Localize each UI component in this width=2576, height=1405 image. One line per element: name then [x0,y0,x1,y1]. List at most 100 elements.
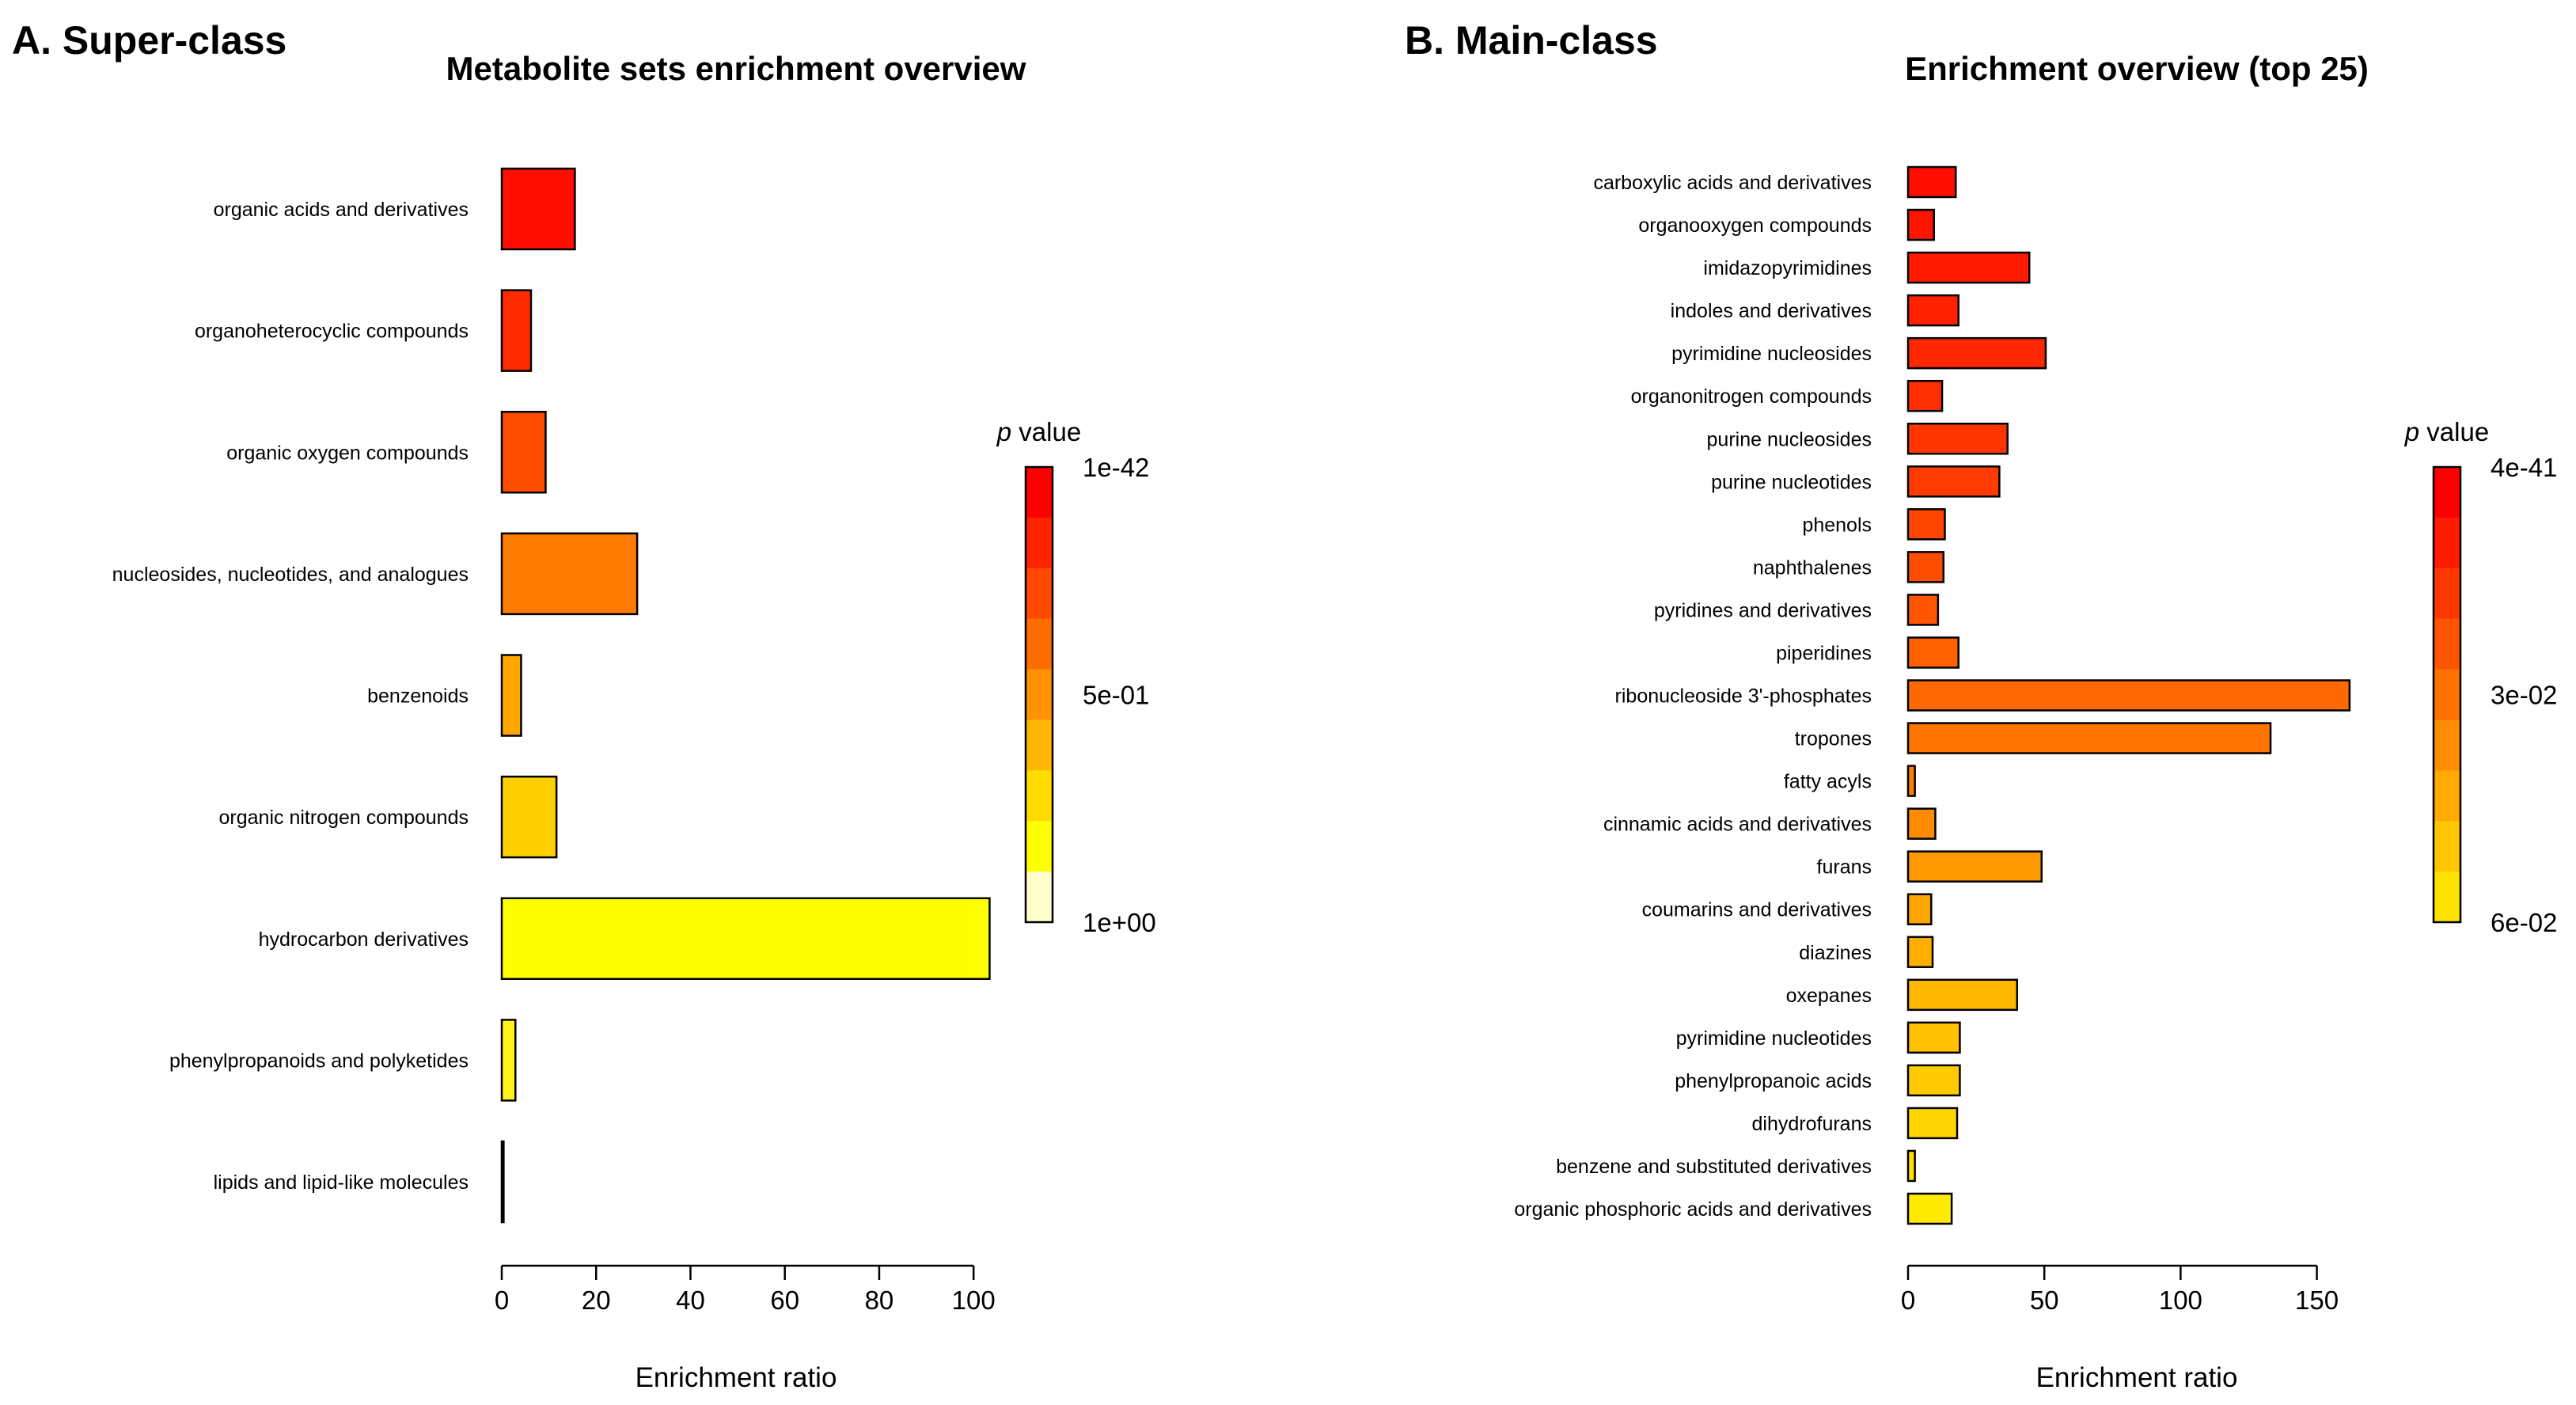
bar-6 [500,897,991,980]
bar-7 [500,1019,517,1102]
legend-title: p value [2404,417,2489,446]
legend-swatch-2 [1026,568,1053,620]
legend-swatch-6 [2434,770,2460,822]
x-tick-label-5: 100 [952,1285,996,1315]
legend-swatch-1 [1026,517,1053,569]
legend-swatch-3 [1026,618,1053,670]
category-label-19: oxepanes [1786,985,1872,1007]
panel-b: B. Main-class Enrichment overview (top 2… [1405,18,2557,1393]
category-label-3: indoles and derivatives [1671,300,1872,322]
legend-title-italic: p [996,417,1011,446]
bar-3 [1906,294,1960,327]
category-label-2: imidazopyrimidines [1703,257,1872,279]
panel-a-bars [500,167,991,1224]
category-label-13: tropones [1795,728,1872,750]
bar-16 [1906,850,2043,883]
bar-24 [1906,1192,1953,1225]
panel-b-category-labels: carboxylic acids and derivatives organoox… [1514,172,1872,1221]
legend-swatch-6 [1026,770,1053,822]
legend-tick-label-1: 3e-02 [2491,681,2557,710]
category-label-1: organooxygen compounds [1638,215,1872,237]
bar-14 [1906,765,1916,797]
bar-20 [1906,1021,1961,1054]
category-label-2: organic oxygen compounds [226,442,469,464]
legend-swatch-5 [2434,720,2460,771]
x-tick-label-0: 0 [1901,1285,1915,1315]
bar-17 [1906,893,1933,925]
x-tick-label-2: 100 [2159,1285,2202,1315]
legend-swatch-0 [2434,467,2460,518]
bar-5 [1906,379,1944,412]
legend-frame [2432,465,2462,924]
legend-swatch-5 [1026,720,1053,771]
category-label-22: dihydrofurans [1752,1113,1872,1135]
bar-1 [1906,208,1935,241]
category-label-7: purine nucleotides [1711,471,1872,493]
category-label-17: coumarins and derivatives [1642,899,1872,921]
panel-b-title: Enrichment overview (top 25) [1905,50,2369,87]
panel-b-bars [1906,165,2351,1225]
legend-tick-label-0: 1e-42 [1083,453,1149,482]
category-label-1: organoheterocyclic compounds [195,321,469,343]
category-label-8: phenols [1802,514,1872,536]
category-label-11: piperidines [1776,642,1872,664]
category-label-0: carboxylic acids and derivatives [1593,172,1872,194]
x-tick-label-2: 40 [676,1285,705,1315]
category-label-21: phenylpropanoic acids [1675,1070,1872,1092]
bar-7 [1906,465,2001,498]
category-label-7: phenylpropanoids and polyketides [169,1050,469,1072]
bar-3 [500,532,639,616]
bar-8 [1906,508,1946,541]
category-label-4: pyrimidine nucleosides [1671,343,1872,365]
bar-1 [500,289,533,372]
legend-swatch-3 [2434,618,2460,670]
bar-8 [500,1140,505,1224]
panel-b-label: B. Main-class [1405,18,1658,63]
category-label-10: pyridines and derivatives [1654,599,1872,621]
category-label-6: purine nucleosides [1707,428,1872,450]
bar-12 [1906,679,2351,712]
panel-a: A. Super-class Metabolite sets enrichmen… [12,18,1156,1393]
x-tick-label-3: 60 [770,1285,799,1315]
category-label-12: ribonucleoside 3'-phosphates [1615,685,1872,708]
category-label-3: nucleosides, nucleotides, and analogues [112,564,469,586]
x-tick-label-1: 20 [582,1285,611,1315]
legend-tick-label-0: 4e-41 [2491,453,2557,482]
bar-18 [1906,936,1934,968]
category-label-20: pyrimidine nucleotides [1676,1027,1872,1050]
category-label-5: organic nitrogen compounds [219,807,469,829]
panel-b-x-axis: 0 50 100 150 [1901,1264,2339,1315]
category-label-18: diazines [1799,942,1872,964]
legend-swatch-8 [1026,871,1053,923]
bar-2 [1906,251,2031,284]
legend-swatch-0 [1026,467,1053,518]
panel-a-x-axis: 0 20 40 60 80 100 [495,1264,996,1315]
bar-9 [1906,551,1945,583]
bar-0 [500,167,576,251]
legend-swatch-4 [2434,669,2460,720]
x-tick-label-4: 80 [865,1285,894,1315]
legend-swatch-7 [1026,821,1053,872]
legend-swatch-7 [2434,821,2460,872]
category-label-16: furans [1817,856,1872,879]
category-label-15: cinnamic acids and derivatives [1603,814,1872,836]
legend-frame [1024,465,1054,924]
legend-tick-label-2: 1e+00 [1083,908,1156,937]
bar-10 [1906,594,1940,626]
panel-a-title: Metabolite sets enrichment overview [446,50,1026,87]
legend-title-italic: p [2404,417,2419,446]
category-label-23: benzene and substituted derivatives [1556,1156,1872,1178]
x-tick-label-3: 150 [2295,1285,2339,1315]
category-label-8: lipids and lipid-like molecules [214,1171,469,1194]
bar-6 [1906,423,2009,455]
legend-swatch-2 [2434,568,2460,620]
bar-11 [1906,636,1960,669]
legend-tick-label-1: 5e-01 [1083,681,1149,710]
bar-21 [1906,1064,1961,1097]
category-label-6: hydrocarbon derivatives [259,928,469,951]
legend-title-rest: value [2419,417,2489,446]
legend-tick-label-2: 6e-02 [2491,908,2557,937]
legend-title: p value [996,417,1081,446]
